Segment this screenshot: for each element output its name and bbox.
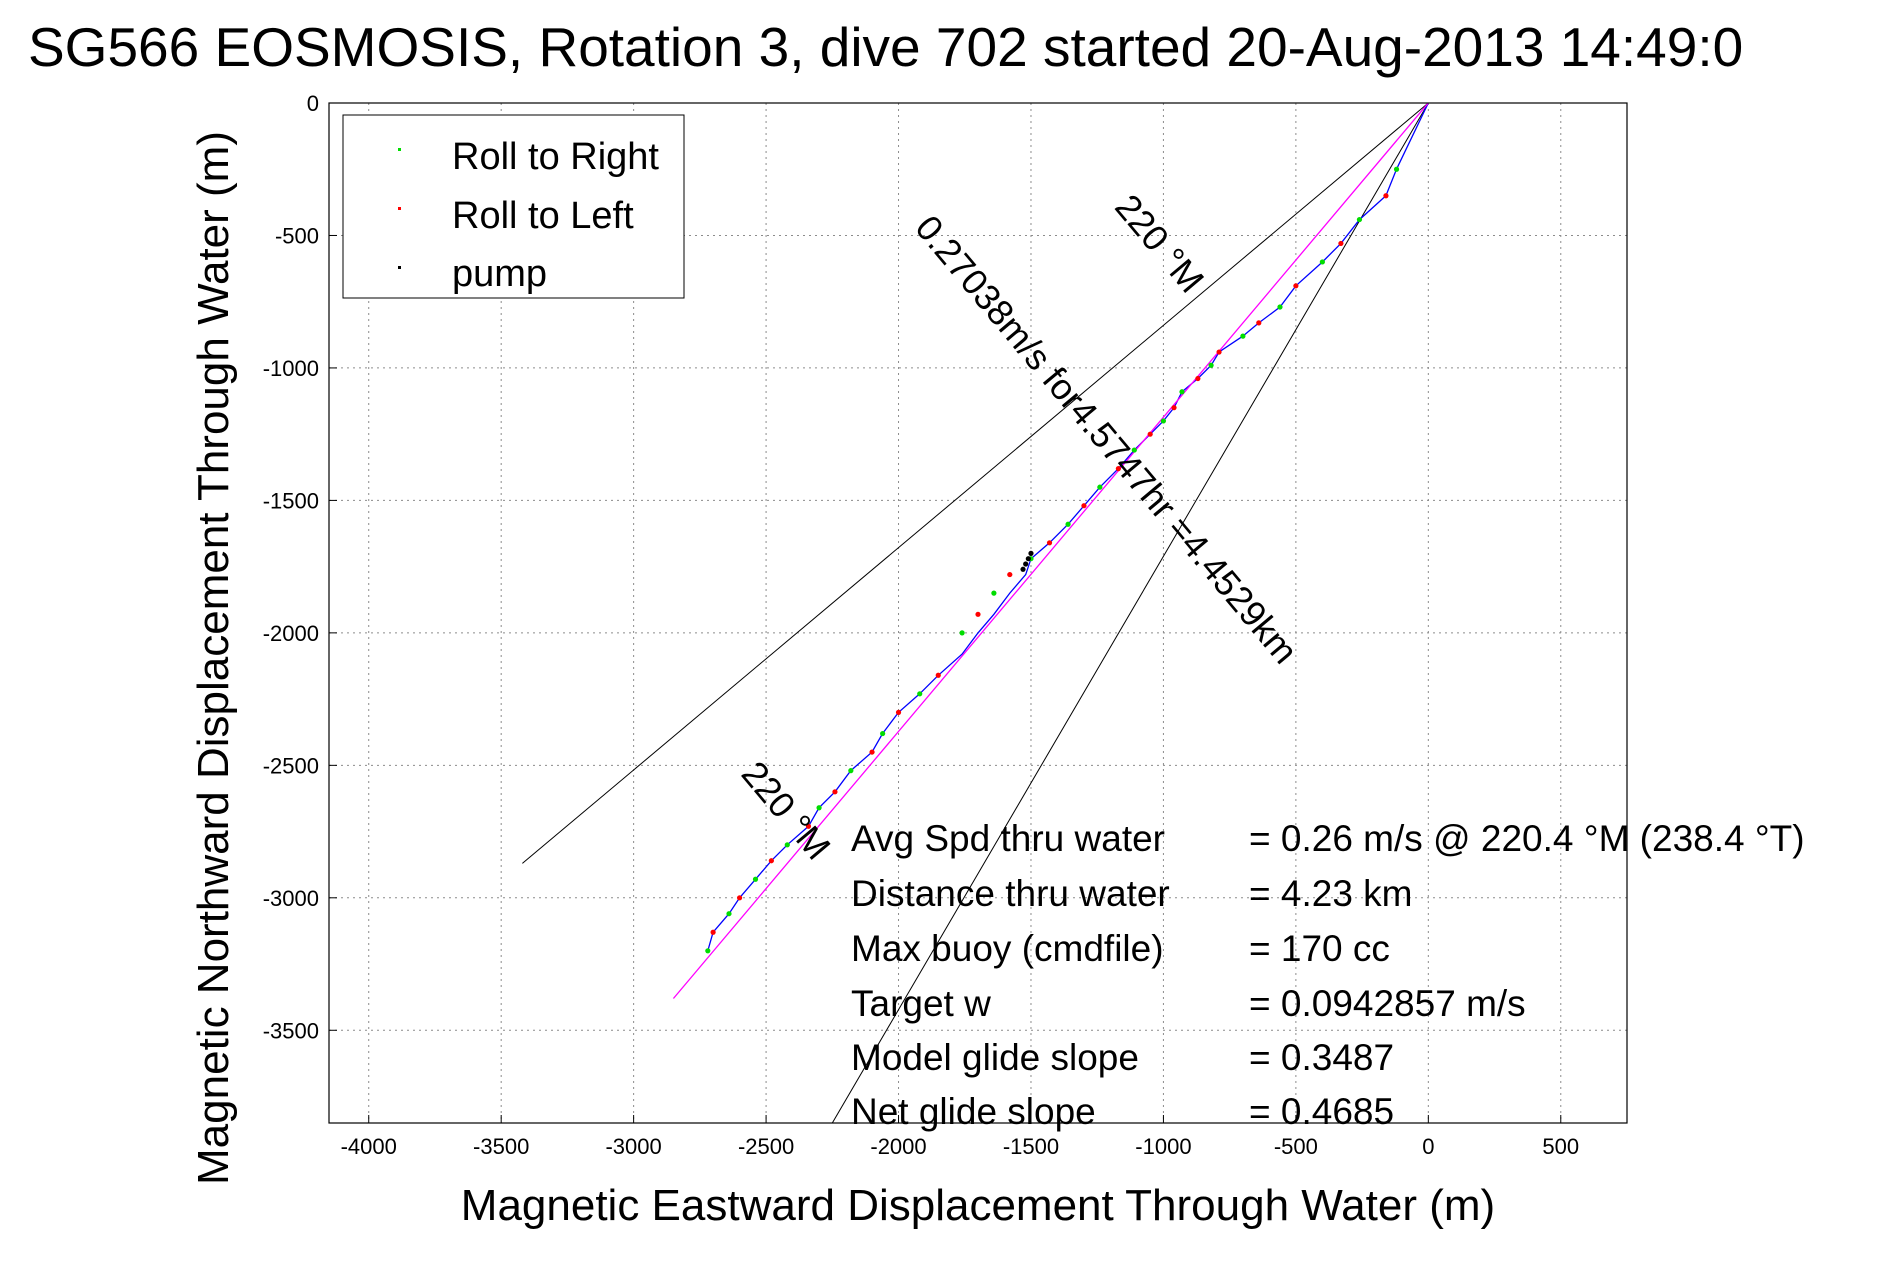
roll-left-point-2 — [1293, 283, 1299, 289]
y-tick-label-7: -3500 — [263, 1018, 319, 1043]
roll-left-point-9 — [1081, 503, 1087, 509]
stat-label-model-glide: Model glide slope — [851, 1037, 1139, 1078]
stat-label-distance: Distance thru water — [851, 873, 1170, 914]
roll-right-point-2 — [1319, 259, 1325, 265]
roll-right-point-20 — [726, 911, 732, 917]
roll-right-point-15 — [880, 730, 886, 737]
stat-value-target-w: = 0.0942857 m/s — [1249, 983, 1526, 1024]
x-tick-label-6: -1000 — [1135, 1134, 1191, 1159]
y-tick-label-4: -2000 — [263, 621, 319, 646]
plot-frame — [328, 102, 1628, 1124]
roll-right-point-4 — [1240, 333, 1246, 339]
stat-value-avg-speed: = 0.26 m/s @ 220.4 °M (238.4 °T) — [1249, 818, 1805, 859]
x-tick-label-5: -1500 — [1003, 1134, 1059, 1159]
roll-right-point-7 — [1160, 418, 1167, 424]
x-tick-label-4: -2000 — [870, 1134, 926, 1159]
stat-value-max-buoy: = 170 cc — [1249, 928, 1390, 969]
y-tick-label-1: -500 — [275, 223, 319, 248]
roll-right-point-12 — [991, 590, 997, 596]
roll-left-point-17 — [805, 823, 812, 829]
roll-left-point-15 — [869, 749, 875, 755]
roll-right-point-9 — [1097, 484, 1103, 490]
y-tick-label-5: -2500 — [263, 753, 319, 778]
guide-line-0 — [522, 103, 1429, 864]
roll-right-point-3 — [1277, 304, 1283, 310]
stat-label-target-w: Target w — [851, 983, 991, 1024]
x-tick-label-1: -3500 — [473, 1134, 529, 1159]
y-tick-label-0: 0 — [307, 91, 319, 116]
stat-label-avg-speed: Avg Spd thru water — [851, 818, 1165, 859]
y-axis-label: Magnetic Northward Displacement Through … — [189, 131, 238, 1185]
roll-left-point-16 — [832, 789, 838, 795]
roll-left-point-14 — [895, 709, 902, 715]
roll-left-point-19 — [736, 895, 743, 901]
stat-label-net-glide: Net glide slope — [851, 1091, 1096, 1132]
x-tick-label-3: -2500 — [738, 1134, 794, 1159]
roll-left-point-3 — [1256, 320, 1262, 326]
pump-point-0 — [1028, 550, 1034, 556]
legend: Roll to Right Roll to Left pump — [342, 114, 685, 299]
legend-marker-pump — [398, 266, 401, 269]
roll-left-point-11 — [1007, 571, 1013, 578]
pump-point-3 — [1020, 566, 1026, 572]
roll-left-point-1 — [1338, 240, 1344, 247]
x-tick-label-7: -500 — [1274, 1134, 1318, 1159]
roll-right-point-21 — [705, 948, 711, 954]
x-tick-label-8: 0 — [1422, 1134, 1434, 1159]
roll-right-point-1 — [1356, 216, 1363, 223]
legend-marker-roll-right — [398, 148, 401, 151]
roll-right-point-6 — [1179, 389, 1185, 395]
roll-left-point-13 — [935, 672, 941, 678]
x-axis-label: Magnetic Eastward Displacement Through W… — [461, 1181, 1495, 1230]
roll-right-point-19 — [752, 876, 759, 882]
roll-right-point-13 — [959, 630, 965, 636]
roll-left-point-10 — [1046, 540, 1053, 546]
series-line-heading-line — [672, 103, 1429, 999]
stat-value-distance: = 4.23 km — [1249, 873, 1413, 914]
legend-marker-roll-left — [398, 207, 401, 210]
x-tick-label-0: -4000 — [341, 1134, 397, 1159]
legend-label-roll-left: Roll to Left — [452, 195, 634, 237]
stat-label-max-buoy: Max buoy (cmdfile) — [851, 928, 1164, 969]
y-tick-label-3: -1500 — [263, 488, 319, 513]
x-tick-label-9: 500 — [1542, 1134, 1579, 1159]
roll-right-point-10 — [1065, 521, 1071, 527]
roll-right-point-17 — [816, 805, 822, 811]
plot-area — [522, 103, 1429, 1123]
pump-point-2 — [1023, 561, 1029, 567]
ticks: -4000 -3500 -3000 -2500 -2000 -1500 -1000 -500 0… — [263, 91, 1579, 1159]
roll-left-point-18 — [768, 858, 774, 864]
roll-left-point-4 — [1216, 349, 1222, 355]
roll-left-point-7 — [1147, 431, 1153, 437]
stats-block: Avg Spd thru water = 0.26 m/s @ 220.4 °M… — [851, 818, 1805, 1132]
roll-right-point-0 — [1393, 166, 1400, 172]
roll-left-point-8 — [1115, 466, 1121, 472]
chart-title: SG566 EOSMOSIS, Rotation 3, dive 702 sta… — [28, 16, 1743, 78]
roll-right-point-14 — [917, 691, 923, 697]
roll-right-point-8 — [1131, 447, 1137, 453]
roll-left-point-12 — [975, 611, 981, 617]
roll-left-point-5 — [1195, 375, 1201, 382]
legend-label-roll-right: Roll to Right — [452, 136, 659, 178]
roll-left-point-6 — [1171, 405, 1177, 411]
stat-value-net-glide: = 0.4685 — [1249, 1091, 1394, 1132]
guide-line-1 — [831, 103, 1429, 1123]
pump-point-1 — [1025, 556, 1031, 562]
legend-label-pump: pump — [452, 253, 547, 295]
y-tick-label-2: -1000 — [263, 356, 319, 381]
roll-left-point-20 — [710, 929, 716, 935]
x-tick-label-2: -3000 — [605, 1134, 661, 1159]
y-tick-label-6: -3000 — [263, 886, 319, 911]
roll-left-point-0 — [1383, 193, 1389, 199]
roll-right-point-16 — [848, 768, 854, 774]
stat-value-model-glide: = 0.3487 — [1249, 1037, 1394, 1078]
roll-right-point-18 — [784, 842, 790, 848]
roll-right-point-5 — [1208, 362, 1214, 368]
